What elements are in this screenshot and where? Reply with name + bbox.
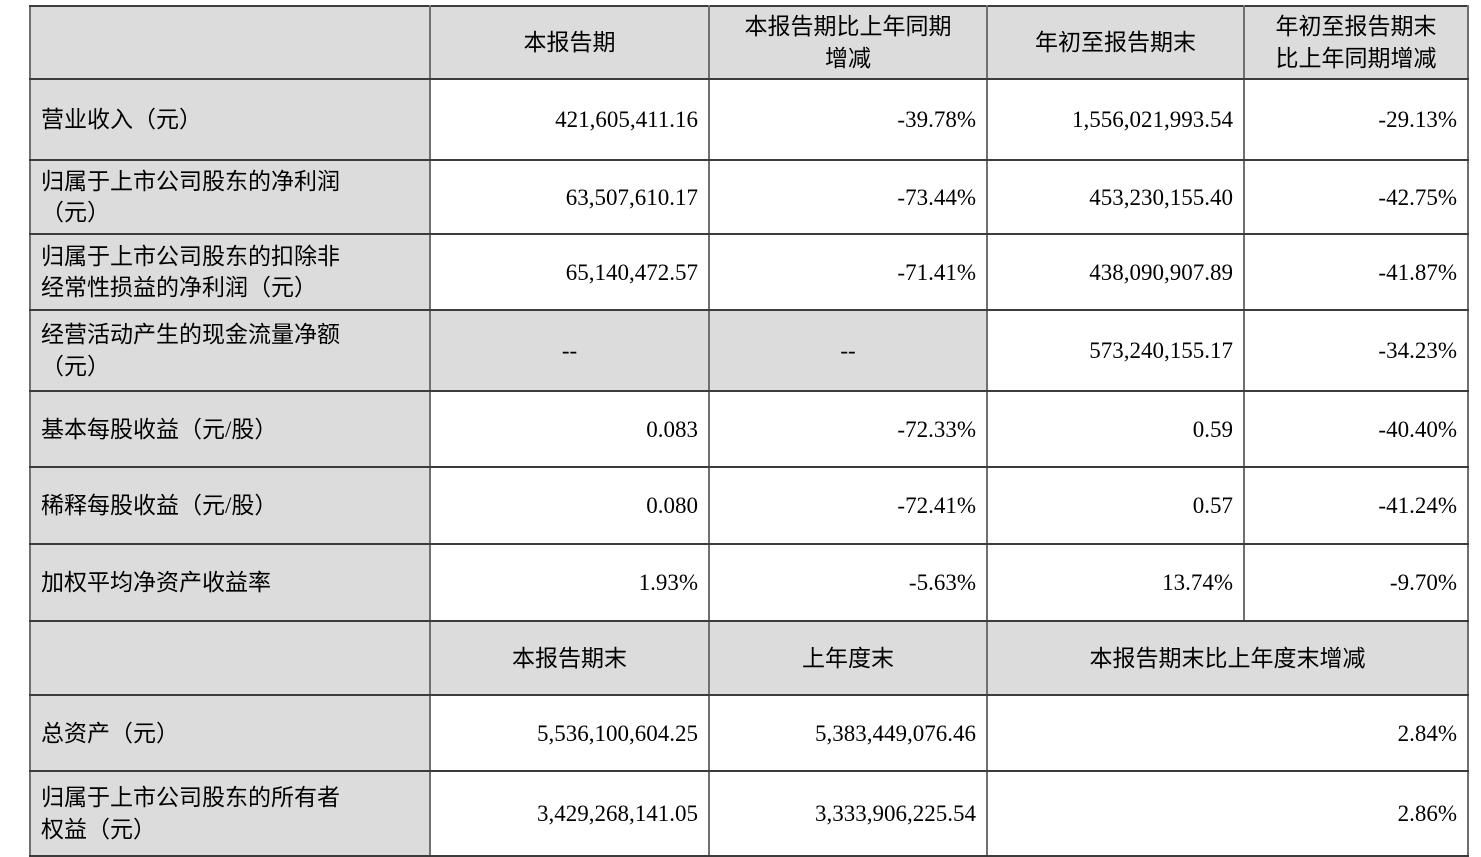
cell-current-period: -- bbox=[429, 309, 710, 393]
cell-ytd-yoy: -34.23% bbox=[1243, 309, 1469, 393]
header-row-balance: 本报告期末 上年度末 本报告期末比上年度末增减 bbox=[29, 620, 1469, 697]
row-label: 基本每股收益（元/股） bbox=[29, 390, 431, 469]
cell-ytd: 0.57 bbox=[986, 466, 1245, 546]
cell-current-period-yoy: -71.41% bbox=[708, 233, 988, 312]
cell-period-end-change: 2.86% bbox=[986, 770, 1469, 857]
cell-current-period: 0.080 bbox=[429, 466, 710, 546]
table-row-basic-eps: 基本每股收益（元/股） 0.083 -72.33% 0.59 -40.40% bbox=[29, 390, 1469, 469]
cell-current-period-yoy: -73.44% bbox=[708, 159, 988, 236]
cell-ytd-yoy: -40.40% bbox=[1243, 390, 1469, 469]
column-header-period-end: 本报告期末 bbox=[429, 620, 710, 697]
cell-current-period-yoy: -72.33% bbox=[708, 390, 988, 469]
row-label: 归属于上市公司股东的扣除非 经常性损益的净利润（元） bbox=[29, 233, 431, 312]
cell-current-period-yoy: -72.41% bbox=[708, 466, 988, 546]
header-corner-cell bbox=[29, 620, 431, 697]
cell-ytd: 1,556,021,993.54 bbox=[986, 78, 1245, 162]
table-row-revenue: 营业收入（元） 421,605,411.16 -39.78% 1,556,021… bbox=[29, 78, 1469, 162]
row-label: 归属于上市公司股东的净利润 （元） bbox=[29, 159, 431, 236]
cell-prev-year-end: 3,333,906,225.54 bbox=[708, 770, 988, 857]
header-corner-cell bbox=[29, 4, 431, 81]
cell-ytd-yoy: -41.24% bbox=[1243, 466, 1469, 546]
table-row-net-profit: 归属于上市公司股东的净利润 （元） 63,507,610.17 -73.44% … bbox=[29, 159, 1469, 236]
cell-ytd-yoy: -41.87% bbox=[1243, 233, 1469, 312]
cell-prev-year-end: 5,383,449,076.46 bbox=[708, 694, 988, 773]
table-row-total-assets: 总资产（元） 5,536,100,604.25 5,383,449,076.46… bbox=[29, 694, 1469, 773]
cell-period-end: 5,536,100,604.25 bbox=[429, 694, 710, 773]
cell-ytd: 0.59 bbox=[986, 390, 1245, 469]
column-header-current-period-yoy: 本报告期比上年同期 增减 bbox=[708, 4, 988, 81]
cell-period-end: 3,429,268,141.05 bbox=[429, 770, 710, 857]
cell-current-period: 0.083 bbox=[429, 390, 710, 469]
cell-current-period: 1.93% bbox=[429, 543, 710, 623]
cell-current-period-yoy: -- bbox=[708, 309, 988, 393]
table-row-owners-equity: 归属于上市公司股东的所有者 权益（元） 3,429,268,141.05 3,3… bbox=[29, 770, 1469, 857]
column-header-current-period: 本报告期 bbox=[429, 4, 710, 81]
cell-ytd: 13.74% bbox=[986, 543, 1245, 623]
row-label: 总资产（元） bbox=[29, 694, 431, 773]
table-row-diluted-eps: 稀释每股收益（元/股） 0.080 -72.41% 0.57 -41.24% bbox=[29, 466, 1469, 546]
header-row-period: 本报告期 本报告期比上年同期 增减 年初至报告期末 年初至报告期末 比上年同期增… bbox=[29, 4, 1469, 81]
cell-current-period: 421,605,411.16 bbox=[429, 78, 710, 162]
row-label: 稀释每股收益（元/股） bbox=[29, 466, 431, 546]
column-header-ytd-yoy: 年初至报告期末 比上年同期增减 bbox=[1243, 4, 1469, 81]
cell-ytd: 453,230,155.40 bbox=[986, 159, 1245, 236]
cell-ytd: 573,240,155.17 bbox=[986, 309, 1245, 393]
row-label: 经营活动产生的现金流量净额 （元） bbox=[29, 309, 431, 393]
row-label: 归属于上市公司股东的所有者 权益（元） bbox=[29, 770, 431, 857]
cell-ytd-yoy: -9.70% bbox=[1243, 543, 1469, 623]
cell-ytd: 438,090,907.89 bbox=[986, 233, 1245, 312]
table-row-net-profit-deducted: 归属于上市公司股东的扣除非 经常性损益的净利润（元） 65,140,472.57… bbox=[29, 233, 1469, 312]
table-row-operating-cash-flow: 经营活动产生的现金流量净额 （元） -- -- 573,240,155.17 -… bbox=[29, 309, 1469, 393]
column-header-period-end-change: 本报告期末比上年度末增减 bbox=[986, 620, 1469, 697]
cell-current-period: 65,140,472.57 bbox=[429, 233, 710, 312]
row-label: 加权平均净资产收益率 bbox=[29, 543, 431, 623]
column-header-ytd: 年初至报告期末 bbox=[986, 4, 1245, 81]
cell-current-period-yoy: -39.78% bbox=[708, 78, 988, 162]
cell-period-end-change: 2.84% bbox=[986, 694, 1469, 773]
cell-ytd-yoy: -29.13% bbox=[1243, 78, 1469, 162]
cell-ytd-yoy: -42.75% bbox=[1243, 159, 1469, 236]
table-row-weighted-avg-roe: 加权平均净资产收益率 1.93% -5.63% 13.74% -9.70% bbox=[29, 543, 1469, 623]
row-label: 营业收入（元） bbox=[29, 78, 431, 162]
cell-current-period: 63,507,610.17 bbox=[429, 159, 710, 236]
column-header-prev-year-end: 上年度末 bbox=[708, 620, 988, 697]
financial-summary-table: 本报告期 本报告期比上年同期 增减 年初至报告期末 年初至报告期末 比上年同期增… bbox=[29, 4, 1469, 857]
cell-current-period-yoy: -5.63% bbox=[708, 543, 988, 623]
